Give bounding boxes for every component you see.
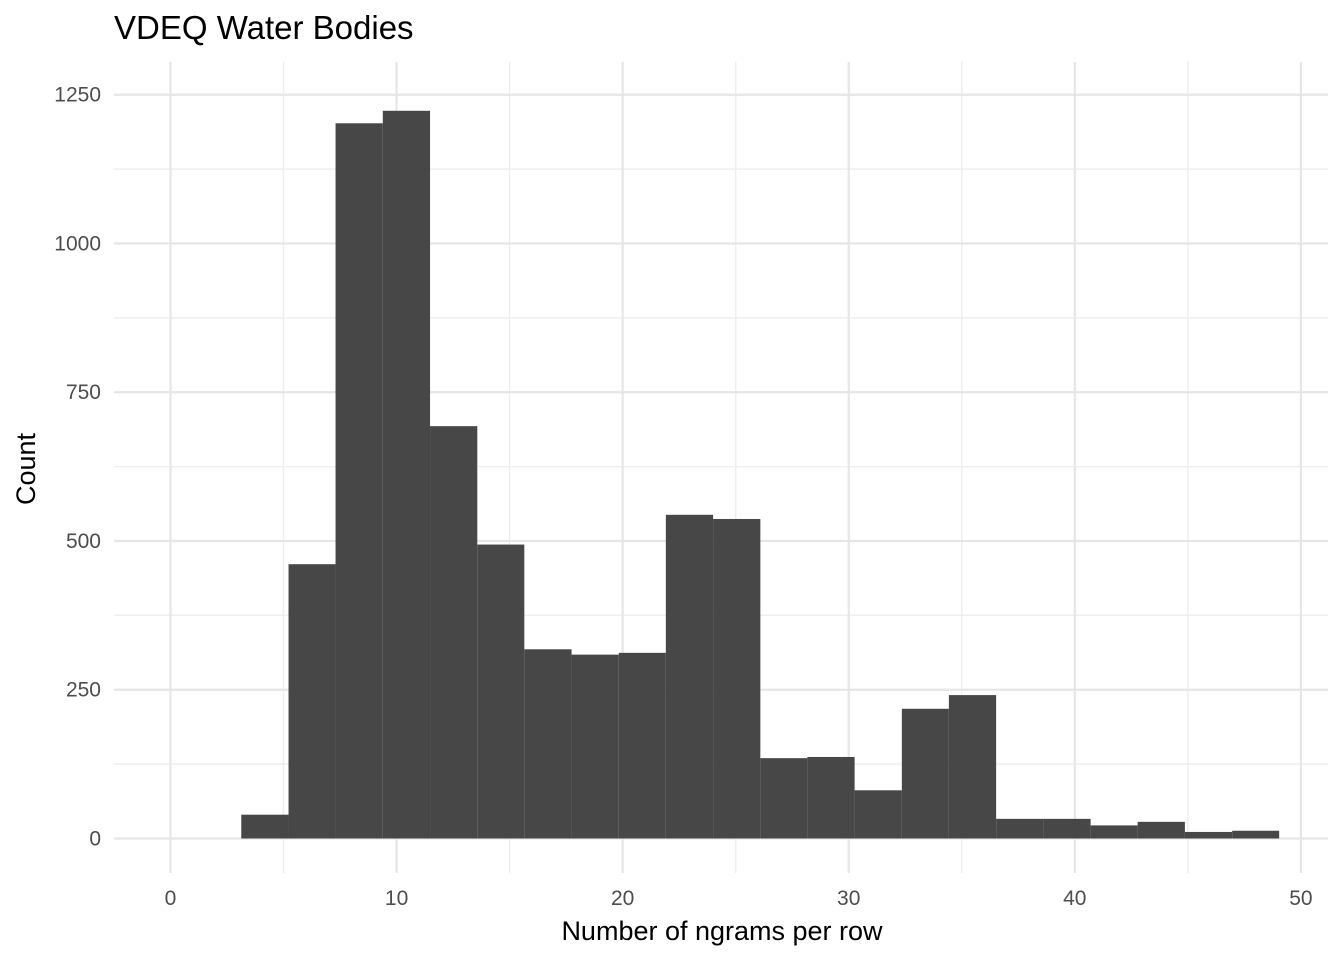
histogram-bar xyxy=(1137,821,1185,839)
y-tick-label: 0 xyxy=(89,827,101,850)
histogram-bar xyxy=(571,654,619,839)
histogram-bar xyxy=(1232,830,1280,839)
histogram-bar xyxy=(430,426,478,839)
x-tick-label: 0 xyxy=(165,887,177,910)
x-tick-label: 30 xyxy=(837,887,860,910)
histogram-bar xyxy=(1043,818,1091,839)
y-axis-title: Count xyxy=(11,432,41,505)
bars xyxy=(241,110,1280,839)
y-tick-label: 750 xyxy=(66,381,101,404)
x-tick-label: 50 xyxy=(1289,887,1312,910)
x-tick-label: 10 xyxy=(385,887,408,910)
y-tick-label: 1250 xyxy=(54,84,101,107)
histogram-bar xyxy=(760,758,808,839)
chart-title: VDEQ Water Bodies xyxy=(114,9,414,46)
histogram-bar xyxy=(241,814,289,839)
histogram-bar xyxy=(854,790,902,839)
histogram-bar xyxy=(335,123,383,839)
x-tick-label: 40 xyxy=(1063,887,1086,910)
histogram-bar xyxy=(1184,831,1233,839)
histogram-bar xyxy=(477,544,525,839)
x-axis-title: Number of ngrams per row xyxy=(561,916,883,946)
y-tick-label: 250 xyxy=(66,679,101,702)
histogram-bar xyxy=(807,756,855,839)
histogram-bar xyxy=(288,564,336,839)
histogram-bar xyxy=(901,708,949,839)
histogram-bar xyxy=(713,518,761,839)
histogram-bar xyxy=(1090,825,1138,839)
x-tick-label: 20 xyxy=(611,887,634,910)
y-tick-label: 1000 xyxy=(54,232,101,255)
histogram-bar xyxy=(382,110,431,839)
histogram-bar xyxy=(524,649,572,839)
histogram-bar xyxy=(665,514,714,839)
histogram-bar xyxy=(618,652,666,839)
histogram-bar xyxy=(948,695,997,839)
y-tick-label: 500 xyxy=(66,530,101,553)
histogram-bar xyxy=(996,818,1044,839)
